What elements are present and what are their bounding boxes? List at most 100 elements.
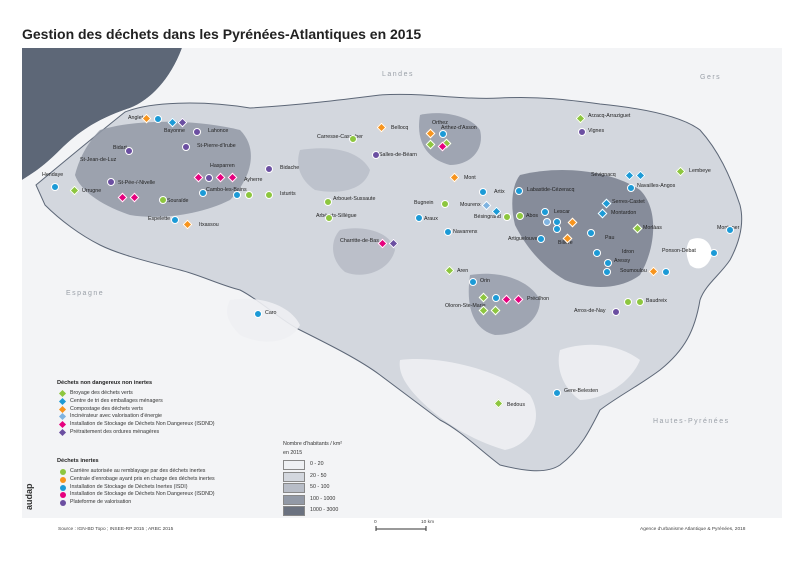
- place-label: Idron: [622, 249, 635, 255]
- legend-item-label: Installation de Stockage de Déchets Iner…: [70, 483, 188, 490]
- facility-marker: [587, 229, 595, 237]
- place-label: Navarrenx: [453, 229, 478, 235]
- place-label: Anglet: [128, 115, 144, 121]
- facility-marker: [415, 214, 423, 222]
- legend-item-label: Installation de Stockage de Déchets Non …: [70, 421, 215, 428]
- density-patch: [512, 170, 654, 287]
- place-label: Aren: [457, 268, 469, 274]
- place-label: Billère: [558, 240, 573, 246]
- legend-item-label: Centrale d'enrobage ayant pris en charge…: [70, 475, 215, 482]
- place-label: Bidache: [280, 165, 300, 171]
- facility-marker: [593, 249, 601, 257]
- facility-marker: [193, 128, 201, 136]
- facility-marker: [265, 191, 273, 199]
- legend-symbol: [60, 492, 66, 499]
- region-label-hautes-pyrenees: Hautes-Pyrénées: [653, 418, 730, 425]
- place-label: Artiguelouve: [508, 236, 538, 242]
- place-label: Caro: [265, 310, 277, 316]
- legend-item-label: Centre de tri des emballages ménagers: [70, 397, 163, 404]
- place-label: Labastide-Cézeracq: [527, 187, 575, 193]
- place-label: Souraïde: [167, 198, 189, 204]
- facility-marker: [125, 147, 133, 155]
- facility-marker: [662, 268, 670, 276]
- place-label: Hendaye: [42, 172, 64, 178]
- facility-marker: [372, 151, 380, 159]
- place-label: Charritte-de-Bas: [340, 238, 379, 244]
- facility-marker: [636, 298, 644, 306]
- place-label: Hasparren: [210, 163, 235, 169]
- density-class-label: 0 - 20: [310, 461, 324, 467]
- legend-section1-title: Déchets non dangereux non inertes: [57, 380, 153, 386]
- place-label: Urrugne: [82, 188, 102, 194]
- scale-bar: [375, 526, 427, 531]
- region-label-espagne: Espagne: [66, 290, 105, 297]
- facility-marker: [199, 189, 207, 197]
- place-label: St-Pierre-d'Irube: [197, 143, 236, 149]
- legend-item-label: Carrière autorisée au remblayage par des…: [70, 468, 206, 474]
- place-label: Bellocq: [391, 125, 409, 131]
- place-label: Bugnein: [414, 200, 434, 206]
- place-label: Arthez-d'Asson: [441, 125, 477, 131]
- place-label: Baudreix: [646, 298, 667, 304]
- density-swatch: [283, 494, 305, 505]
- facility-marker: [624, 298, 632, 306]
- density-patch: [227, 298, 300, 342]
- facility-marker: [444, 228, 452, 236]
- place-label: Orin: [480, 278, 491, 284]
- place-label: Soumoulou: [620, 268, 647, 274]
- place-label: Pau: [605, 235, 615, 241]
- density-class-label: 20 - 50: [310, 472, 327, 479]
- facility-marker: [543, 218, 551, 226]
- density-swatch: [283, 460, 305, 470]
- facility-marker: [726, 226, 734, 234]
- place-label: St-Pée-/-Nivelle: [118, 180, 156, 186]
- scale-ten: 10 km: [421, 520, 435, 525]
- region-label-landes: Landes: [382, 71, 414, 78]
- place-label: Sévignacq: [591, 172, 616, 178]
- facility-marker: [541, 208, 549, 216]
- facility-marker: [245, 191, 253, 199]
- place-label: Précilhon: [527, 296, 550, 302]
- facility-marker: [254, 310, 262, 318]
- density-patch: [686, 238, 712, 269]
- place-label: Aressy: [614, 258, 631, 264]
- facility-marker: [515, 187, 523, 195]
- density-class-label: 50 - 100: [310, 484, 330, 490]
- facility-marker: [479, 188, 487, 196]
- facility-marker: [710, 249, 718, 257]
- density-swatch: [283, 483, 305, 493]
- place-label: Cambo-les-Bains: [206, 187, 247, 193]
- legend-section2-title: Déchets inertes: [57, 458, 99, 464]
- density-patch: [558, 344, 640, 400]
- place-label: Morlàas: [643, 225, 662, 231]
- place-label: Lembeye: [689, 168, 711, 174]
- legend-symbol: [60, 500, 66, 507]
- place-label: Bedous: [507, 402, 525, 408]
- place-label: Arbérats-Sillègue: [316, 213, 357, 219]
- legend-item-label: Installation de Stockage de Déchets Non …: [70, 491, 215, 498]
- place-label: Montardon: [611, 210, 637, 216]
- facility-marker: [441, 200, 449, 208]
- place-label: Araux: [424, 216, 438, 222]
- facility-marker: [553, 225, 561, 233]
- density-patch: [298, 148, 370, 192]
- density-title: Nombre d'habitants / km²: [283, 441, 343, 447]
- density-subtitle: en 2015: [283, 450, 303, 456]
- facility-marker: [51, 183, 59, 191]
- facility-marker: [537, 235, 545, 243]
- density-class-label: 100 - 1000: [310, 495, 336, 502]
- audap-logo: audap: [24, 483, 34, 510]
- legend-item-label: Prétraitement des ordures ménagères: [70, 429, 160, 435]
- scale-zero: 0: [374, 520, 377, 525]
- facility-marker: [603, 268, 611, 276]
- place-label: Orthez: [432, 120, 448, 126]
- place-label: St-Jean-de-Luz: [80, 157, 117, 163]
- place-label: Bésingrand: [474, 214, 501, 220]
- facility-marker: [503, 213, 511, 221]
- facility-marker: [154, 115, 162, 123]
- place-label: Isturits: [280, 191, 296, 197]
- source-note: Source : IGN-BD Topo ; INSEE-RP 2015 ; A…: [58, 527, 174, 532]
- facility-marker: [516, 212, 524, 220]
- facility-marker: [325, 214, 333, 222]
